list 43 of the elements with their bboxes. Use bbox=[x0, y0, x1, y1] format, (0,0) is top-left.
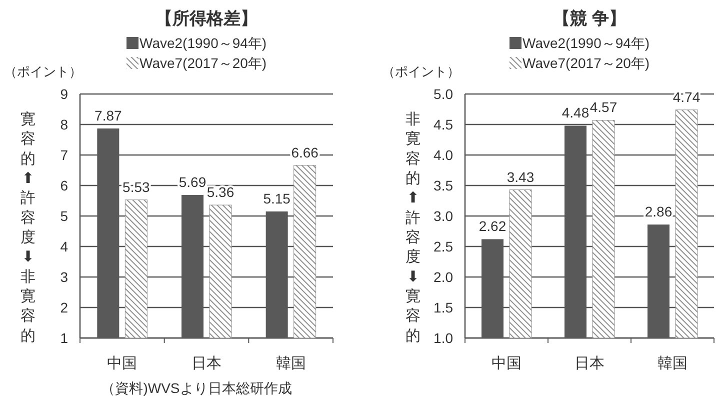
y-tick-label: 4.0 bbox=[434, 147, 454, 163]
data-label: 5.36 bbox=[206, 184, 234, 200]
data-label: 2.62 bbox=[478, 218, 506, 234]
y-tick-label: 3 bbox=[60, 269, 68, 285]
legend-label: Wave7(2017～20年) bbox=[522, 55, 650, 71]
y-tick-label: 3.5 bbox=[434, 178, 454, 194]
text: 非寛容的⬆許容度⬇寛容的 bbox=[406, 111, 420, 344]
y-tick-label: 2.0 bbox=[434, 269, 454, 285]
x-tick-label: 韓国 bbox=[658, 355, 688, 372]
y-tick-label: 3.0 bbox=[434, 208, 454, 224]
legend-label: Wave2(1990～94年) bbox=[140, 35, 267, 51]
legend-label: Wave2(1990～94年) bbox=[522, 35, 650, 51]
y-tick-label: 2 bbox=[60, 300, 68, 316]
y-tick-label: 2.5 bbox=[434, 238, 454, 254]
y-axis-title: （ポイント） bbox=[4, 64, 82, 79]
x-tick-label: 日本 bbox=[192, 355, 222, 372]
y-tick-label: 9 bbox=[60, 86, 68, 102]
y-tick-label: 5.0 bbox=[434, 86, 454, 102]
y-tick-label: 5 bbox=[60, 208, 68, 224]
data-label: 3.43 bbox=[506, 168, 534, 185]
y-tick-label: 7 bbox=[60, 147, 68, 163]
y-tick-label: 1.0 bbox=[434, 330, 454, 346]
y-tick-label: 8 bbox=[60, 116, 68, 132]
y-tick-label: 1 bbox=[60, 330, 68, 346]
chart-title: 【所得格差】 bbox=[156, 9, 258, 28]
data-label: 2.86 bbox=[644, 204, 672, 220]
data-label: 7.87 bbox=[94, 107, 122, 124]
x-tick-label: 韓国 bbox=[276, 355, 306, 372]
y-tick-label: 6 bbox=[60, 178, 68, 194]
x-tick-label: 中国 bbox=[492, 355, 522, 372]
text: （資料)WVSより日本総研作成 bbox=[101, 380, 292, 396]
x-tick-label: 日本 bbox=[574, 355, 604, 372]
legend-label: Wave7(2017～20年) bbox=[140, 55, 267, 71]
data-label: 5.15 bbox=[263, 190, 291, 206]
data-label: 4.48 bbox=[562, 104, 590, 121]
x-tick-label: 中国 bbox=[107, 355, 138, 372]
y-tick-label: 4.5 bbox=[434, 116, 454, 132]
chart-title: 【競 争】 bbox=[553, 9, 626, 28]
y-tick-label: 4 bbox=[60, 238, 68, 254]
y-tick-label: 1.5 bbox=[434, 300, 454, 316]
y-axis-title: （ポイント） bbox=[382, 64, 460, 79]
data-label: 4.57 bbox=[590, 99, 618, 116]
text: 寛容的⬆許容度⬇非寛容的 bbox=[20, 111, 36, 344]
